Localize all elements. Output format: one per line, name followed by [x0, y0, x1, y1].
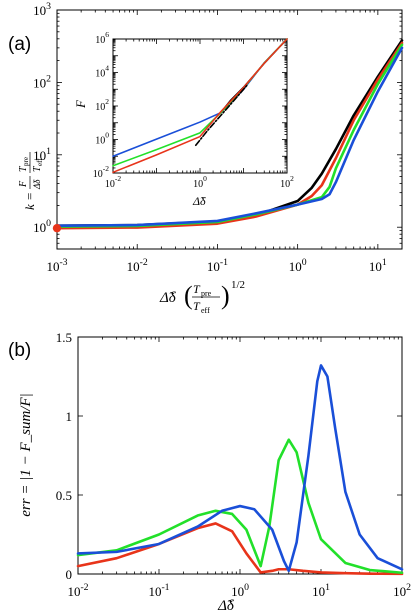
frac-den: T — [193, 299, 201, 313]
panel-a-x-tick-label: 10-2 — [127, 257, 148, 274]
panel-b-xlabel: Δ̃δ — [217, 598, 235, 612]
inset-y-tick-label: 106 — [95, 30, 109, 46]
ylabel-tpre: T — [18, 165, 29, 172]
panel-b-y-tick-label: 0 — [66, 567, 73, 582]
panel-a-label: (a) — [8, 34, 31, 55]
panel-a-x-tick-label: 100 — [289, 257, 307, 274]
panel-b-frame — [77, 336, 403, 575]
paren: ( — [184, 281, 193, 310]
panel-a-y-tick-label: 103 — [33, 1, 51, 18]
inset-x-tick-label: 10-2 — [105, 174, 121, 190]
panel-a-series-blue — [55, 46, 404, 227]
inset-x-tick-label: 102 — [280, 174, 294, 190]
ylabel-tpre-sub: pre — [22, 157, 30, 166]
ylabel-teff-sub: eff — [36, 158, 44, 166]
inset-x-tick-label: 100 — [193, 174, 207, 190]
inset-series-black-dashdot — [194, 84, 248, 147]
power: 1/2 — [231, 279, 245, 291]
panel-b-y-tick-label: 0.5 — [56, 488, 72, 503]
panel-b-label: (b) — [8, 340, 31, 361]
panel-b-series-blue — [76, 364, 404, 573]
panel-b-x-tick-label: 10-1 — [148, 582, 169, 599]
inset-series-red — [112, 38, 288, 174]
panel-b-x-tick-label: 102 — [393, 582, 411, 599]
ylabel-F: F — [18, 180, 29, 188]
panel-a-xlabel: Δ̃δ — [159, 290, 177, 306]
ylabel-k: k — [22, 204, 37, 210]
inset-y-tick-label: 102 — [95, 97, 109, 113]
inset-y-tick-label: 10-2 — [93, 164, 109, 180]
ylabel-eq: = — [22, 193, 37, 200]
ylabel-teff: T — [32, 165, 43, 172]
inset-y-tick-label: 104 — [95, 64, 109, 80]
inset-background — [113, 39, 287, 173]
panel-a-frame — [56, 9, 403, 250]
panel-b-x-tick-label: 10-2 — [67, 582, 88, 599]
panel-b: 10-2 10-1 100 101 102 0 0.5 1 1.5 (b) Δ̃δ err = |1 … — [8, 330, 411, 612]
frac-num-sub: pre — [201, 289, 212, 298]
panel-a-marker — [52, 223, 62, 233]
panel-a-x-tick-label: 10-1 — [207, 257, 228, 274]
panel-a-x-tick-label: 10-3 — [46, 257, 67, 274]
paren: ) — [221, 281, 230, 310]
inset-y-tick-label: 100 — [95, 131, 109, 147]
inset-xlabel: Δ̃δ — [192, 194, 206, 208]
ylabel-dd: Δ̃δ — [32, 179, 42, 190]
panel-b-y-tick-label: 1 — [66, 409, 73, 424]
frac-den-sub: eff — [201, 306, 210, 315]
panel-b-y-tick-label: 1.5 — [56, 330, 72, 345]
panel-a-inset: 10-2 100 102 10-2 100 102 104 106 Δ̃δ F — [73, 30, 294, 208]
frac-num: T — [193, 282, 201, 296]
panel-a-y-tick-label: 102 — [33, 73, 51, 90]
panel-b-x-tick-label: 100 — [231, 582, 249, 599]
inset-ylabel: F — [73, 99, 88, 109]
panel-b-x-tick-label: 101 — [312, 582, 330, 599]
panel-a-y-tick-label: 100 — [33, 218, 51, 235]
panel-a-series-red — [55, 41, 404, 230]
panel-a-y-tick-label: 101 — [33, 146, 51, 163]
panel-a-x-tick-label: 101 — [369, 257, 387, 274]
panel-b-ylabel: err = |1 − F_sum/F| — [18, 393, 34, 517]
